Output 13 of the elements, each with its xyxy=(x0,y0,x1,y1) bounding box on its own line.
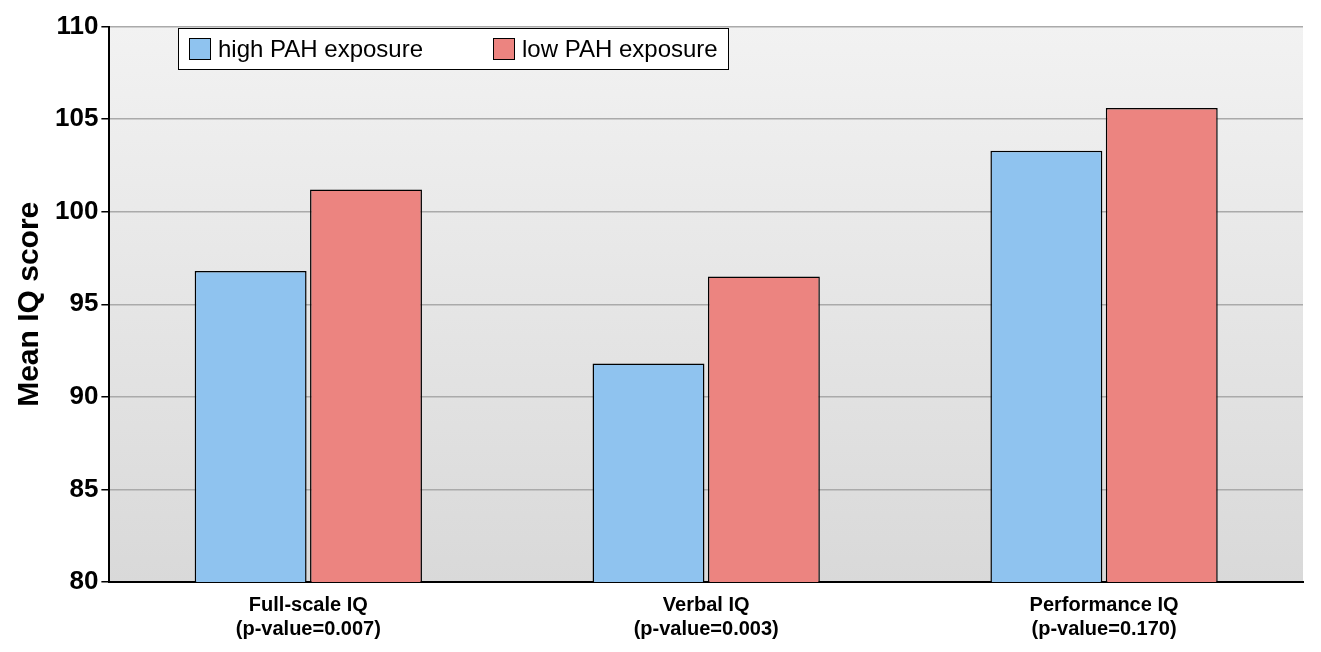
y-tick-label: 100 xyxy=(54,194,99,225)
x-tick-label: Verbal IQ (p-value=0.003) xyxy=(633,592,779,639)
y-tick-label: 85 xyxy=(69,472,99,503)
x-tick-label: Full-scale IQ (p-value=0.007) xyxy=(235,592,381,639)
y-tick-label: 80 xyxy=(69,565,99,596)
y-tick-label: 110 xyxy=(56,9,99,40)
legend-label: low PAH exposure xyxy=(522,35,718,63)
legend-label: high PAH exposure xyxy=(218,35,424,63)
x-tick-label: Performance IQ (p-value=0.170) xyxy=(1029,592,1179,639)
y-tick-label: 90 xyxy=(69,380,99,411)
y-axis-title: Mean IQ score xyxy=(11,201,45,407)
y-tick-label: 105 xyxy=(54,102,99,133)
y-tick-label: 95 xyxy=(69,287,99,318)
